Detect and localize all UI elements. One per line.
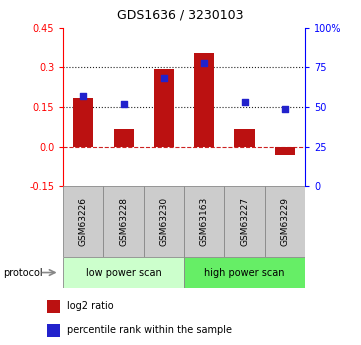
Bar xyxy=(265,186,305,257)
Text: low power scan: low power scan xyxy=(86,268,161,277)
Text: log2 ratio: log2 ratio xyxy=(67,301,113,311)
Bar xyxy=(114,129,134,147)
Text: protocol: protocol xyxy=(4,268,43,277)
Text: GSM63226: GSM63226 xyxy=(79,197,88,246)
Bar xyxy=(184,257,305,288)
Bar xyxy=(154,69,174,147)
Bar xyxy=(235,129,255,147)
Point xyxy=(161,76,167,81)
Text: GSM63227: GSM63227 xyxy=(240,197,249,246)
Text: GSM63228: GSM63228 xyxy=(119,197,128,246)
Bar xyxy=(104,186,144,257)
Bar xyxy=(275,147,295,155)
Point xyxy=(81,93,86,99)
Bar xyxy=(225,186,265,257)
Point xyxy=(201,60,207,65)
Text: GSM63163: GSM63163 xyxy=(200,197,209,246)
Bar xyxy=(63,257,184,288)
Bar xyxy=(63,186,104,257)
Bar xyxy=(184,186,225,257)
Text: high power scan: high power scan xyxy=(204,268,285,277)
Bar xyxy=(144,186,184,257)
Point xyxy=(121,101,126,107)
Text: GDS1636 / 3230103: GDS1636 / 3230103 xyxy=(117,9,244,22)
Text: GSM63230: GSM63230 xyxy=(160,197,169,246)
Point xyxy=(282,106,288,111)
Bar xyxy=(47,299,60,313)
Point xyxy=(242,99,248,105)
Bar xyxy=(47,324,60,337)
Text: GSM63229: GSM63229 xyxy=(280,197,290,246)
Text: percentile rank within the sample: percentile rank within the sample xyxy=(67,325,232,335)
Bar xyxy=(73,98,93,147)
Bar xyxy=(194,53,214,147)
